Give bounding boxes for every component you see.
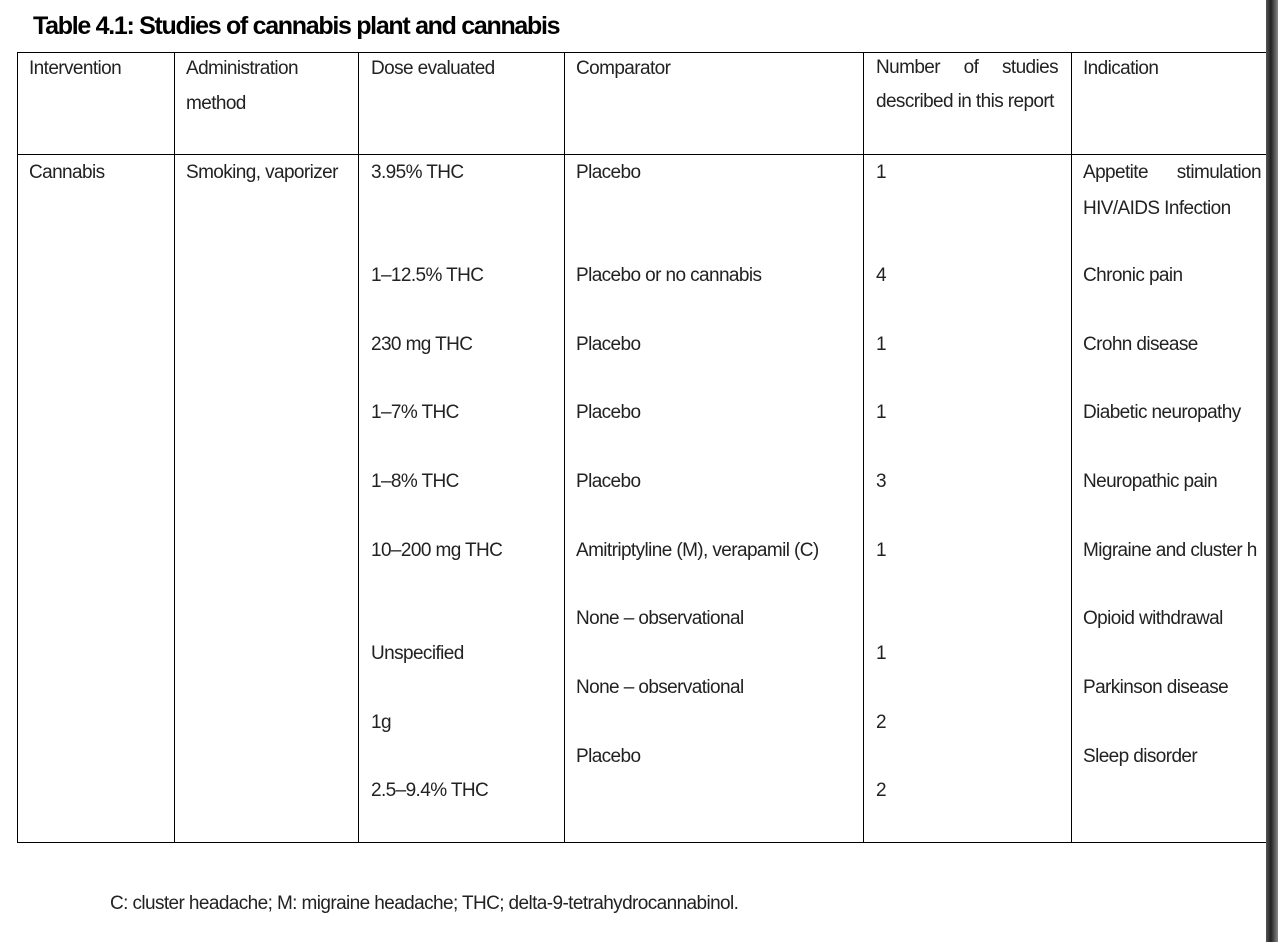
cell: Placebo: [576, 471, 641, 492]
cell: 1: [876, 643, 887, 664]
column-header: Intervention: [29, 58, 122, 79]
window-edge: [1266, 0, 1278, 942]
table-border: [17, 154, 1266, 155]
cell: Placebo: [576, 334, 641, 355]
table-border: [863, 52, 864, 843]
table-border: [17, 842, 1266, 843]
cell: 3.95% THC: [371, 162, 464, 183]
cell: 3: [876, 471, 887, 492]
cell: 1: [876, 402, 887, 423]
cell: Unspecified: [371, 643, 464, 664]
cell: Placebo or no cannabis: [576, 265, 762, 286]
cell: Parkinson disease: [1083, 677, 1229, 698]
table-border: [564, 52, 565, 843]
table-border: [17, 52, 18, 843]
cell: Smoking, vaporizer: [186, 162, 338, 183]
cell: Cannabis: [29, 162, 105, 183]
cell: Opioid withdrawal: [1083, 608, 1223, 629]
cell: Diabetic neuropathy: [1083, 402, 1241, 423]
table-border: [174, 52, 175, 843]
cell: Neuropathic pain: [1083, 471, 1218, 492]
cell: 1: [876, 162, 887, 183]
cell: 1–12.5% THC: [371, 265, 484, 286]
cell: Appetite stimulation HIV/AIDS Infection: [1083, 162, 1262, 219]
cell: Placebo: [576, 162, 641, 183]
table-border: [17, 52, 1266, 53]
column-header: Administration method: [186, 58, 299, 114]
cell: 2: [876, 712, 887, 733]
cell: Chronic pain: [1083, 265, 1183, 286]
cell: 1g: [371, 712, 392, 733]
cell: 10–200 mg THC: [371, 540, 503, 561]
cell: Sleep disorder: [1083, 746, 1198, 767]
cell: 1–7% THC: [371, 402, 459, 423]
cell: Placebo: [576, 402, 641, 423]
cell: None – observational: [576, 608, 744, 629]
table-border: [358, 52, 359, 843]
cell: 230 mg THC: [371, 334, 473, 355]
cell: 4: [876, 265, 887, 286]
cell: 2: [876, 780, 887, 801]
cell: Migraine and cluster h: [1083, 540, 1257, 561]
cell: Crohn disease: [1083, 334, 1198, 355]
cell: Placebo: [576, 746, 641, 767]
cell: 1–8% THC: [371, 471, 459, 492]
table-title: Table 4.1: Studies of cannabis plant and…: [33, 12, 561, 40]
cell: None – observational: [576, 677, 744, 698]
column-header: Indication: [1083, 58, 1159, 79]
cell: 1: [876, 334, 887, 355]
column-header: Comparator: [576, 58, 671, 79]
cell: 2.5–9.4% THC: [371, 780, 489, 801]
column-header: Dose evaluated: [371, 58, 495, 79]
table-border: [1071, 52, 1072, 843]
footnote: C: cluster headache; M: migraine headach…: [110, 893, 739, 914]
cell: 1: [876, 540, 887, 561]
column-header: Number of studies described in this repo…: [876, 57, 1059, 112]
cell: Amitriptyline (M), verapamil (C): [576, 540, 819, 561]
